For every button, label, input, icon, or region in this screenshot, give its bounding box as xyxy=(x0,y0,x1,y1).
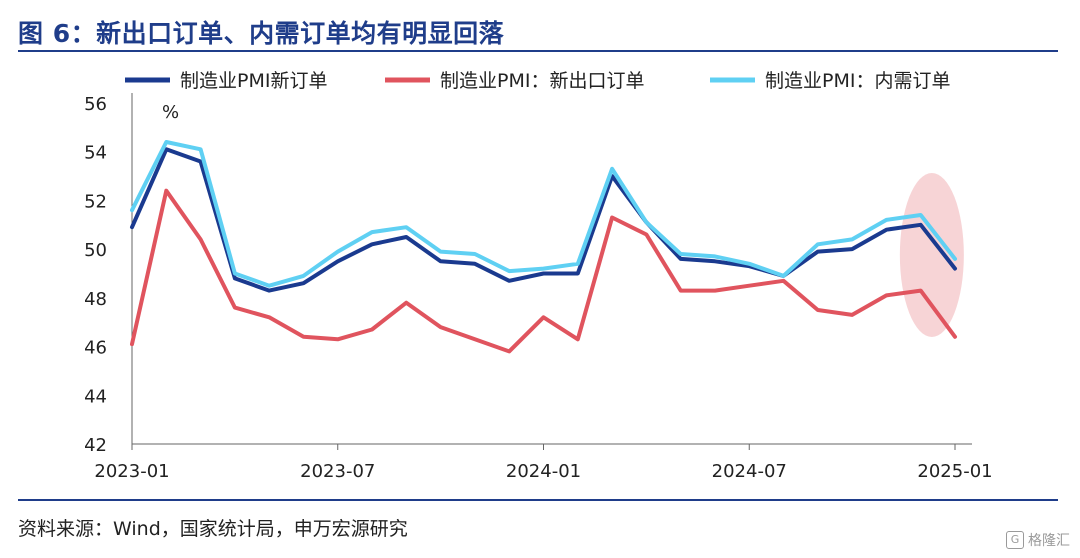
x-tick-label: 2024-07 xyxy=(712,461,787,482)
x-tick-label: 2023-01 xyxy=(94,461,169,482)
y-tick-label: 54 xyxy=(84,143,107,164)
series-line xyxy=(130,140,957,288)
y-tick-label: 48 xyxy=(84,289,107,310)
source-note: 资料来源：Wind，国家统计局，申万宏源研究 xyxy=(18,518,408,540)
x-tick-label: 2023-07 xyxy=(300,461,375,482)
x-tick-label: 2024-01 xyxy=(506,461,581,482)
x-tick-label: 2025-01 xyxy=(917,461,992,482)
legend-label: 制造业PMI新订单 xyxy=(180,70,327,92)
watermark-icon: G xyxy=(1006,531,1024,549)
y-tick-label: 50 xyxy=(84,240,107,261)
y-tick-label: 44 xyxy=(84,386,107,407)
watermark-text: 格隆汇 xyxy=(1028,533,1070,549)
series-line xyxy=(130,147,957,293)
y-tick-label: 42 xyxy=(84,435,107,456)
source-divider xyxy=(18,499,1058,501)
watermark: G 格隆汇 xyxy=(1006,530,1070,550)
series-line xyxy=(130,188,957,354)
y-unit-label: % xyxy=(162,102,179,123)
line-chart: 制造业PMI新订单 制造业PMI：新出口订单 制造业PMI：内需订单 4244464… xyxy=(84,70,993,482)
title-divider xyxy=(18,50,1058,52)
figure-title: 图 6：新出口订单、内需订单均有明显回落 xyxy=(18,19,505,48)
chart-marks xyxy=(130,140,964,354)
y-tick-label: 52 xyxy=(84,191,107,212)
chart-legend: 制造业PMI新订单 制造业PMI：新出口订单 制造业PMI：内需订单 xyxy=(125,70,950,92)
legend-label: 制造业PMI：内需订单 xyxy=(765,70,950,92)
chart-axes: 42 44 46 48 50 52 54 56 % 2023-01 2023-07 2024-01 20… xyxy=(84,93,993,482)
legend-label: 制造业PMI：新出口订单 xyxy=(440,70,644,92)
y-tick-label: 46 xyxy=(84,338,107,359)
y-tick-label: 56 xyxy=(84,94,107,115)
